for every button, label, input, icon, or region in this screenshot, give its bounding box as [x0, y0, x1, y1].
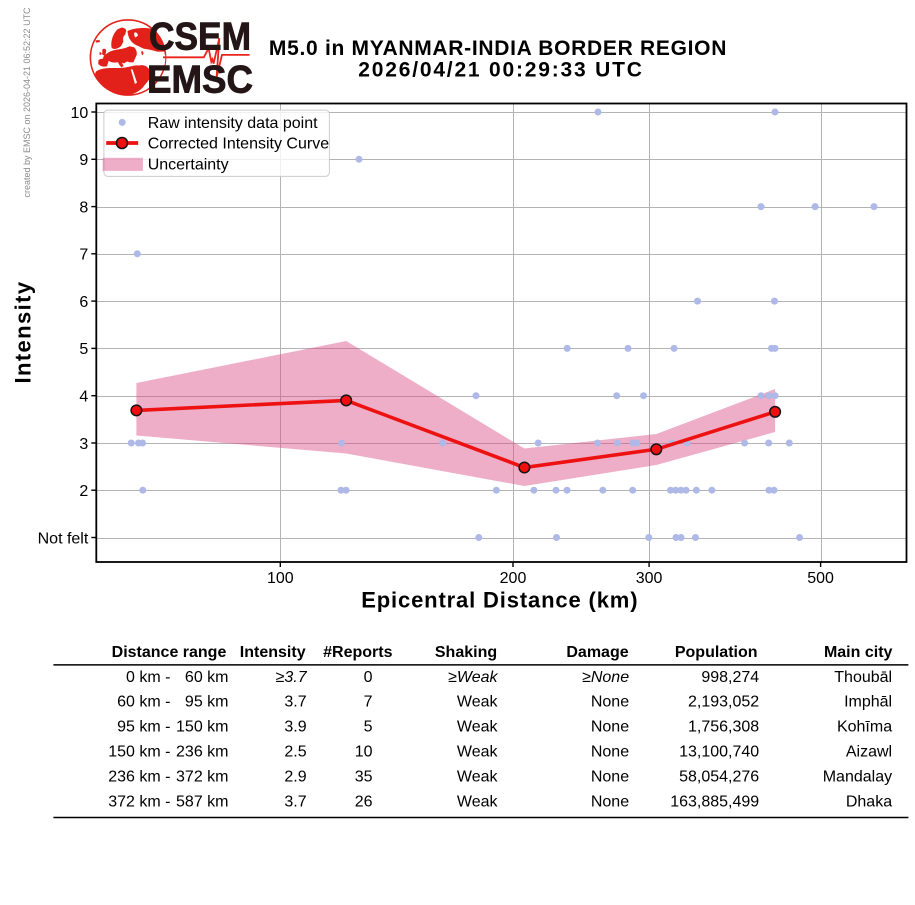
svg-text:CSEM: CSEM — [149, 15, 251, 58]
svg-text:Mandalay: Mandalay — [823, 769, 892, 786]
svg-text:8: 8 — [79, 199, 88, 216]
svg-text:100: 100 — [267, 570, 294, 587]
svg-text:Weak: Weak — [457, 794, 499, 811]
svg-text:Aizawl: Aizawl — [846, 744, 892, 761]
svg-text:None: None — [591, 694, 629, 711]
svg-text:Main city: Main city — [824, 644, 893, 661]
svg-text:13,100,740: 13,100,740 — [679, 744, 759, 761]
svg-text:150 km: 150 km — [176, 719, 228, 736]
svg-text:3.7: 3.7 — [284, 694, 306, 711]
svg-text:Intensity: Intensity — [11, 280, 36, 383]
svg-text:2,193,052: 2,193,052 — [688, 694, 759, 711]
svg-text:≥Weak: ≥Weak — [448, 669, 498, 686]
svg-text:Epicentral Distance (km): Epicentral Distance (km) — [361, 587, 638, 612]
svg-text:Kohīma: Kohīma — [837, 719, 892, 736]
svg-text:created by EMSC on 2026-04-21: created by EMSC on 2026-04-21 06:52:22 U… — [22, 7, 32, 198]
svg-text:200: 200 — [500, 570, 527, 587]
svg-text:≥3.7: ≥3.7 — [276, 669, 308, 686]
svg-text:998,274: 998,274 — [701, 669, 759, 686]
svg-text:95 km: 95 km — [185, 694, 229, 711]
svg-text:372 km: 372 km — [176, 769, 228, 786]
svg-text:EMSC: EMSC — [147, 59, 253, 102]
svg-text:0 km -: 0 km - — [126, 669, 170, 686]
svg-text:58,054,276: 58,054,276 — [679, 769, 759, 786]
svg-text:Population: Population — [675, 644, 758, 661]
svg-text:236 km -: 236 km - — [108, 769, 170, 786]
svg-text:Shaking: Shaking — [435, 644, 497, 661]
svg-text:M5.0 in MYANMAR-INDIA BORDER R: M5.0 in MYANMAR-INDIA BORDER REGION — [269, 37, 727, 60]
svg-text:2.9: 2.9 — [284, 769, 306, 786]
svg-text:4: 4 — [79, 389, 88, 406]
svg-text:587 km: 587 km — [176, 794, 228, 811]
svg-text:10: 10 — [355, 744, 373, 761]
svg-text:#Reports: #Reports — [323, 644, 392, 661]
svg-text:372 km -: 372 km - — [108, 794, 170, 811]
svg-text:Imphāl: Imphāl — [844, 694, 892, 711]
svg-text:Damage: Damage — [566, 644, 628, 661]
svg-text:0: 0 — [364, 669, 373, 686]
svg-text:300: 300 — [636, 570, 663, 587]
svg-text:None: None — [591, 794, 629, 811]
svg-text:≥None: ≥None — [582, 669, 629, 686]
svg-text:Weak: Weak — [457, 694, 499, 711]
svg-text:3: 3 — [79, 436, 88, 453]
svg-text:2026/04/21 00:29:33 UTC: 2026/04/21 00:29:33 UTC — [358, 59, 643, 82]
svg-text:6: 6 — [79, 294, 88, 311]
svg-text:Dhaka: Dhaka — [846, 794, 892, 811]
svg-text:35: 35 — [355, 769, 373, 786]
svg-text:None: None — [591, 769, 629, 786]
svg-text:95 km -: 95 km - — [117, 719, 170, 736]
svg-text:2: 2 — [79, 483, 88, 500]
svg-text:None: None — [591, 719, 629, 736]
svg-text:5: 5 — [79, 341, 88, 358]
svg-text:Weak: Weak — [457, 744, 499, 761]
svg-text:9: 9 — [79, 152, 88, 169]
svg-text:3.7: 3.7 — [284, 794, 306, 811]
svg-text:Uncertainty: Uncertainty — [148, 157, 229, 174]
svg-text:60 km -: 60 km - — [117, 694, 170, 711]
svg-text:7: 7 — [364, 694, 373, 711]
svg-text:2.5: 2.5 — [284, 744, 306, 761]
svg-text:Raw intensity data point: Raw intensity data point — [148, 115, 318, 132]
svg-text:Corrected Intensity Curve: Corrected Intensity Curve — [148, 135, 330, 152]
svg-text:500: 500 — [807, 570, 834, 587]
svg-text:7: 7 — [79, 247, 88, 264]
svg-text:10: 10 — [71, 105, 89, 122]
svg-text:Intensity: Intensity — [240, 644, 306, 661]
svg-text:26: 26 — [355, 794, 373, 811]
svg-text:Not felt: Not felt — [38, 530, 89, 547]
svg-text:5: 5 — [364, 719, 373, 736]
svg-text:Weak: Weak — [457, 719, 499, 736]
svg-text:Weak: Weak — [457, 769, 499, 786]
svg-text:150 km -: 150 km - — [108, 744, 170, 761]
svg-text:236 km: 236 km — [176, 744, 228, 761]
svg-text:Distance range: Distance range — [112, 644, 227, 661]
svg-text:1,756,308: 1,756,308 — [688, 719, 759, 736]
svg-text:None: None — [591, 744, 629, 761]
svg-text:163,885,499: 163,885,499 — [670, 794, 759, 811]
svg-text:3.9: 3.9 — [284, 719, 306, 736]
svg-text:60 km: 60 km — [185, 669, 229, 686]
svg-text:Thoubāl: Thoubāl — [834, 669, 892, 686]
